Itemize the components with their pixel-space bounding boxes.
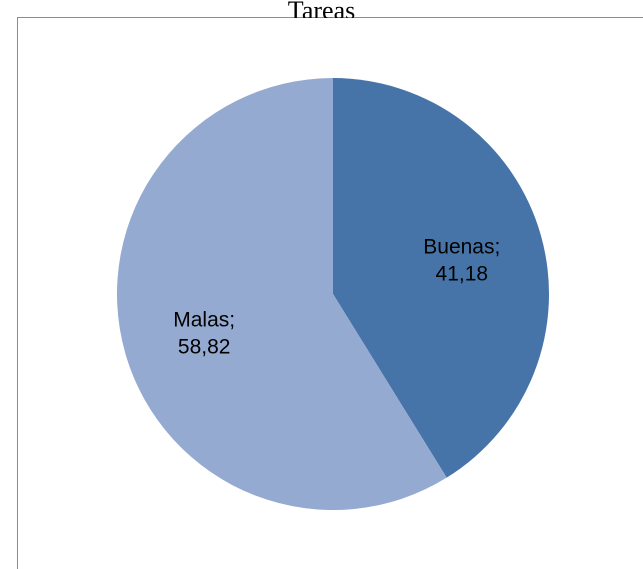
chart-title: Tareas [287, 0, 356, 18]
data-label-malas: Malas; 58,82 [173, 309, 235, 359]
pie-slice-buenas [333, 78, 549, 478]
data-label-buenas: Buenas; 41,18 [423, 235, 500, 285]
pie-slice-malas [116, 78, 447, 510]
